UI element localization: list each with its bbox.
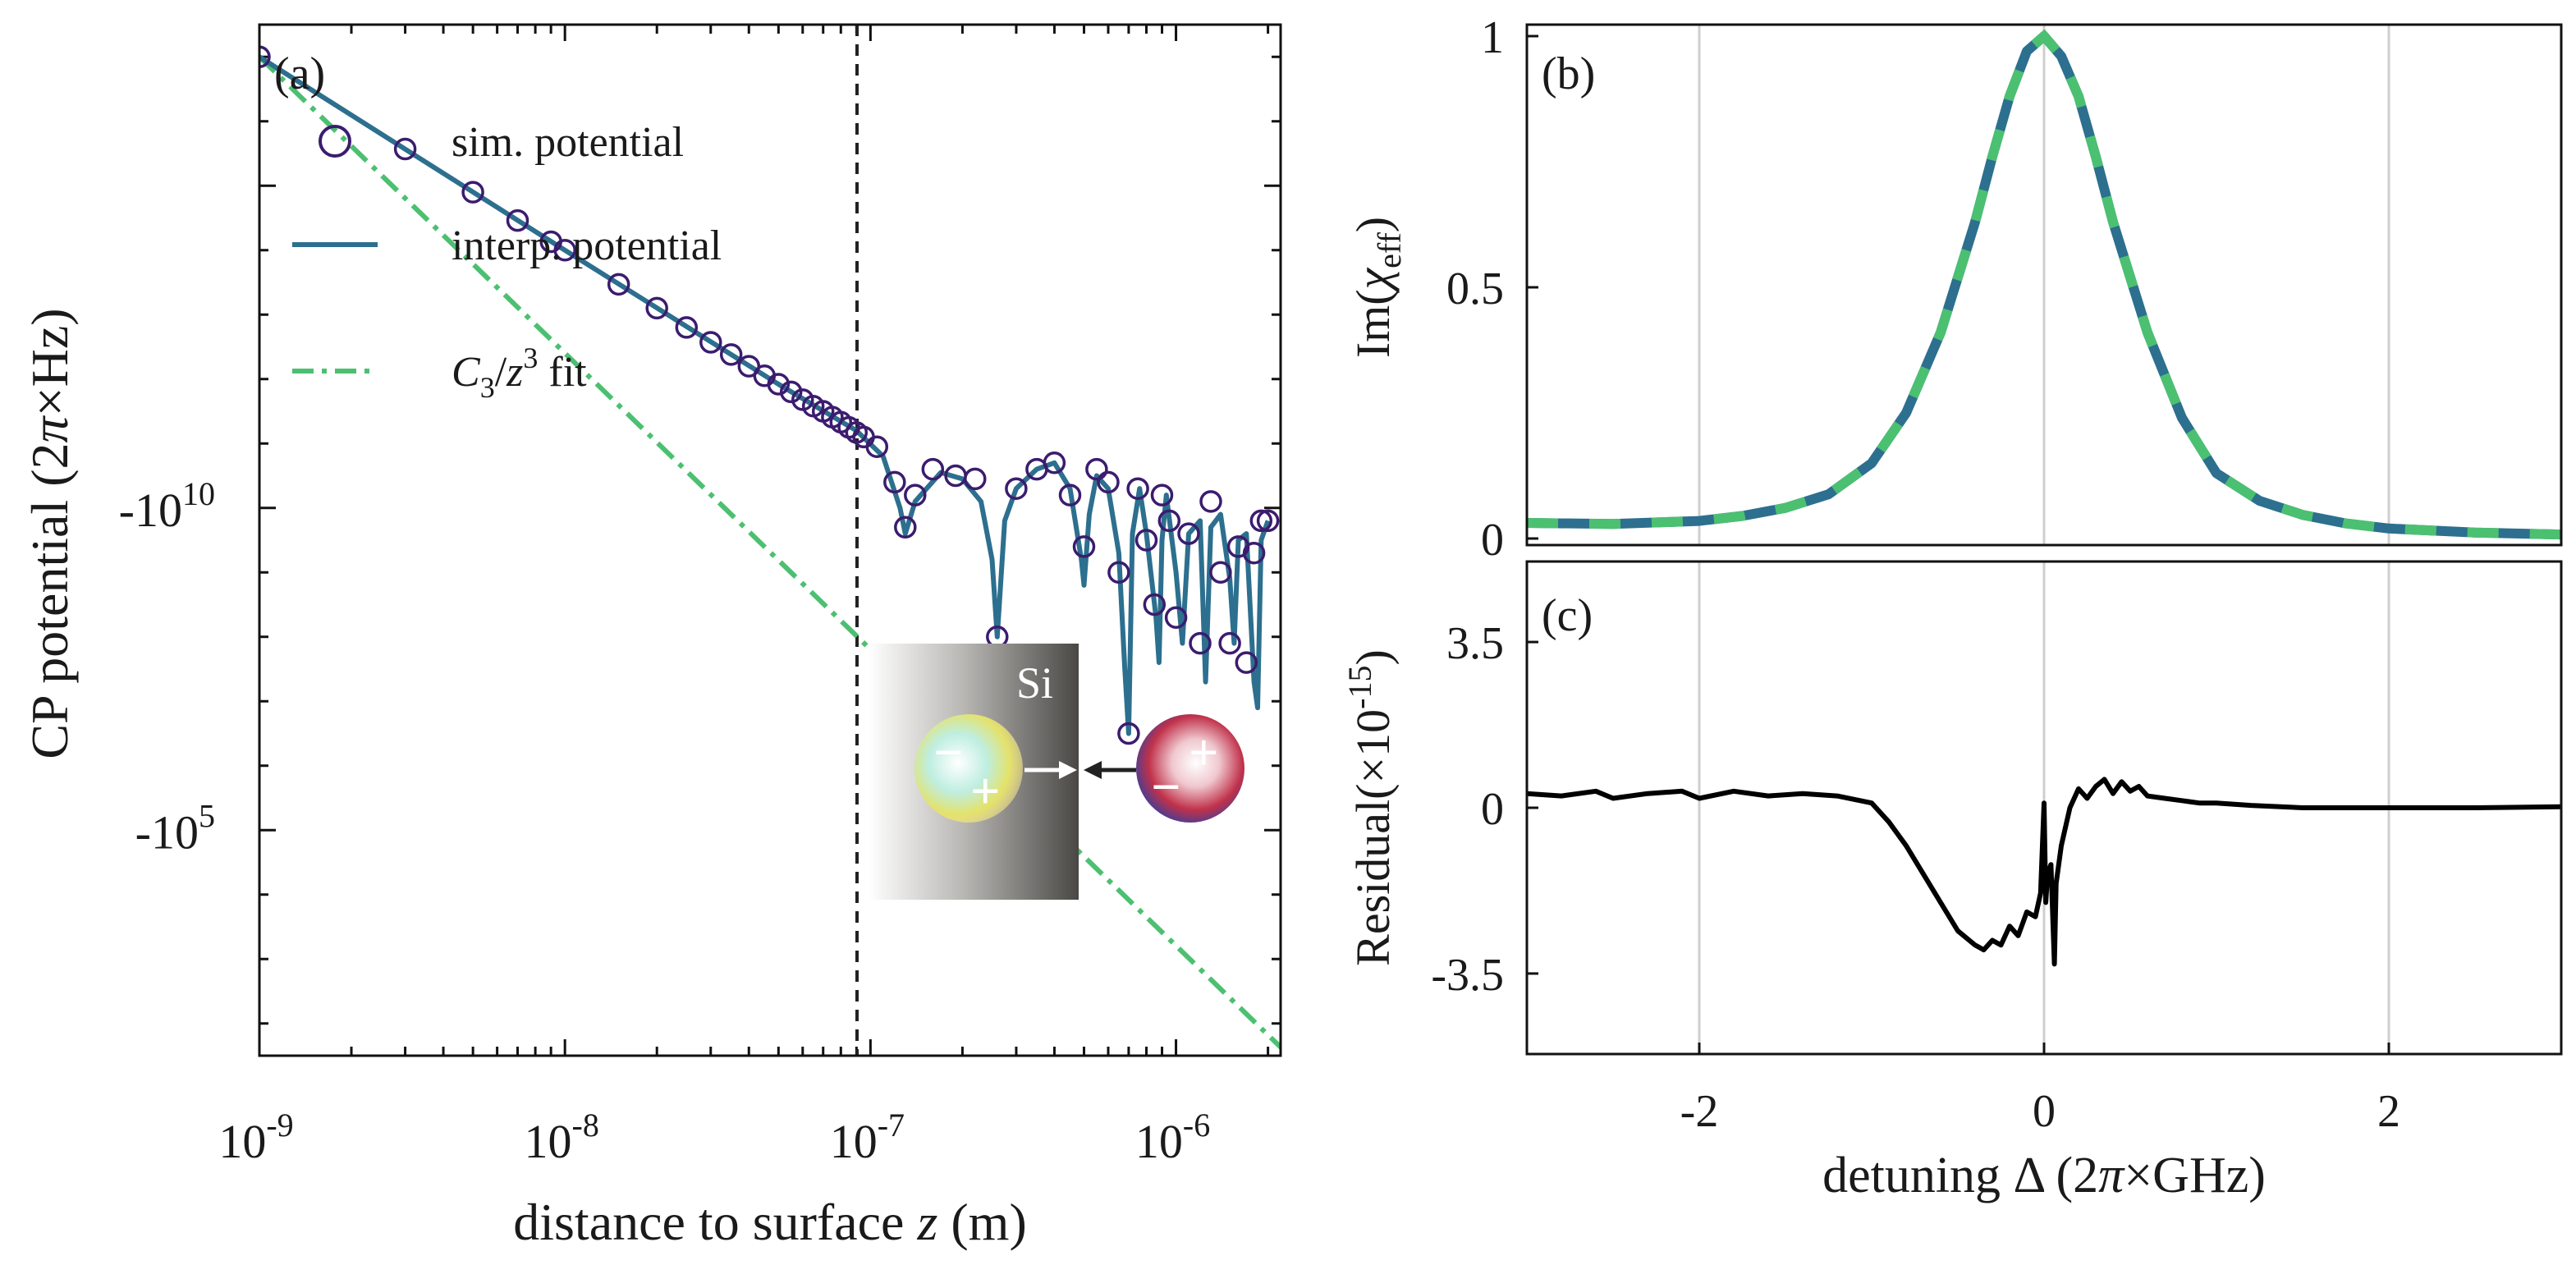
c-x-tick-label: 0 bbox=[2033, 1086, 2056, 1137]
panel-a-fit-line bbox=[259, 55, 1281, 1051]
sim-marker bbox=[767, 373, 791, 396]
sim-marker bbox=[1005, 477, 1028, 500]
panel-c-frame bbox=[1525, 560, 2563, 1056]
sim-marker bbox=[1134, 529, 1158, 552]
sim-marker bbox=[1249, 509, 1273, 533]
sim-marker bbox=[506, 209, 529, 232]
x-tick-label: 10-6 bbox=[1135, 1107, 1210, 1168]
x-tick-label: 10-8 bbox=[525, 1107, 599, 1168]
atom-dipole-minus: − bbox=[1151, 758, 1180, 816]
c-y-tick-label: 0 bbox=[1481, 784, 1504, 835]
sim-marker bbox=[865, 435, 889, 458]
sim-marker bbox=[1150, 484, 1174, 506]
sim-marker bbox=[1235, 651, 1258, 674]
sim-marker bbox=[675, 316, 699, 339]
sim-marker bbox=[1256, 509, 1280, 533]
sim-marker bbox=[645, 296, 668, 320]
legend-sim-label: sim. potential bbox=[451, 119, 684, 166]
panel-b-y-axis-label: Im(χeff) bbox=[1346, 217, 1408, 358]
sim-marker bbox=[607, 273, 630, 296]
sim-marker bbox=[1126, 477, 1149, 500]
y-tick-label: -1010 bbox=[119, 475, 215, 537]
panel-b-fit-line bbox=[1527, 29, 2561, 540]
b-y-tick-label: 0.5 bbox=[1446, 264, 1504, 314]
sim-marker bbox=[1242, 541, 1266, 565]
panel-c: -2 0 2 3.5 0 -3.5 (c) Residual(×10-15) detuni… bbox=[1341, 560, 2563, 1203]
sim-marker bbox=[964, 467, 987, 491]
panel-a-legend: sim. potential interp. potential C3/z3 f… bbox=[292, 119, 722, 404]
sim-marker bbox=[894, 516, 917, 539]
sim-marker bbox=[1209, 561, 1232, 584]
sim-marker bbox=[1164, 606, 1188, 629]
sim-marker bbox=[1218, 631, 1241, 655]
atom-dipole-plus: + bbox=[1189, 723, 1218, 782]
panel-a-y-axis-label: CP potential (2π×Hz) bbox=[21, 308, 79, 759]
legend-sim-marker bbox=[319, 125, 351, 158]
sim-marker bbox=[1043, 451, 1066, 474]
sim-marker bbox=[259, 45, 271, 69]
panel-a-label: (a) bbox=[274, 48, 325, 99]
sim-marker bbox=[1199, 490, 1222, 513]
panel-c-y-axis-label: Residual(×10-15) bbox=[1341, 649, 1400, 966]
sim-marker bbox=[904, 484, 927, 506]
image-dipole bbox=[914, 714, 1023, 823]
sim-marker bbox=[1117, 722, 1140, 745]
panel-b-label: (b) bbox=[1542, 48, 1595, 99]
b-y-tick-label: 0 bbox=[1481, 515, 1504, 566]
sim-marker bbox=[1189, 631, 1212, 655]
sim-marker bbox=[1157, 509, 1181, 533]
panel-b-grid: 00.51 bbox=[1446, 12, 2390, 566]
sim-marker bbox=[1058, 484, 1082, 506]
sim-marker bbox=[1143, 593, 1167, 616]
panel-c-label: (c) bbox=[1542, 590, 1593, 641]
y-tick-label: -105 bbox=[135, 797, 215, 859]
silicon-label: Si bbox=[1016, 658, 1053, 708]
sim-marker bbox=[553, 239, 576, 262]
panel-a-x-axis-label: distance to surface z (m) bbox=[513, 1193, 1027, 1251]
c-x-tick-label: 2 bbox=[2377, 1086, 2400, 1137]
c-y-tick-label: -3.5 bbox=[1431, 950, 1504, 1001]
b-y-tick-label: 1 bbox=[1481, 12, 1504, 63]
arrow-head-dark bbox=[1084, 761, 1102, 779]
panel-b-frame bbox=[1525, 23, 2563, 547]
panel-a-sim-markers bbox=[259, 45, 1280, 745]
atom-dipole bbox=[1136, 714, 1244, 823]
sim-marker bbox=[699, 331, 722, 354]
image-dipole-plus: + bbox=[970, 762, 1000, 820]
sim-marker bbox=[461, 181, 484, 204]
panel-c-grid: -2 0 2 3.5 0 -3.5 bbox=[1431, 561, 2400, 1137]
sim-marker bbox=[1177, 522, 1200, 545]
x-tick-label: 10-7 bbox=[830, 1107, 905, 1168]
sim-marker bbox=[1072, 535, 1096, 558]
sim-marker bbox=[883, 470, 906, 494]
sim-marker bbox=[719, 343, 743, 366]
panel-a-ticks: 10-9 10-8 10-7 10-6 -105 -1010 bbox=[119, 25, 1281, 1168]
panel-c-residual-line bbox=[1527, 777, 2561, 967]
sim-marker bbox=[393, 137, 417, 161]
c-y-tick-label: 3.5 bbox=[1446, 618, 1504, 669]
image-dipole-minus: − bbox=[933, 723, 963, 782]
inset-schematic: Si − + + − bbox=[869, 644, 1244, 900]
legend-fit-label: C3/z3 fit bbox=[451, 341, 587, 404]
x-tick-label: 10-9 bbox=[218, 1107, 293, 1168]
panel-a: 10-9 10-8 10-7 10-6 -105 -1010 (a) sim. poten… bbox=[21, 23, 1282, 1251]
sim-marker bbox=[1107, 561, 1130, 584]
c-x-tick-label: -2 bbox=[1680, 1086, 1719, 1137]
arrow-head-white bbox=[1059, 761, 1077, 779]
sim-marker bbox=[779, 380, 803, 404]
sim-marker bbox=[921, 457, 945, 481]
panel-c-x-axis-label: detuning Δ (2π×GHz) bbox=[1822, 1148, 2266, 1203]
panel-b: 00.51 (b) Im(χeff) bbox=[1346, 12, 2563, 566]
legend-interp-label: interp. potential bbox=[451, 222, 722, 269]
sim-marker bbox=[1085, 457, 1108, 481]
sim-marker bbox=[1097, 470, 1120, 494]
panel-a-frame bbox=[258, 23, 1282, 1057]
